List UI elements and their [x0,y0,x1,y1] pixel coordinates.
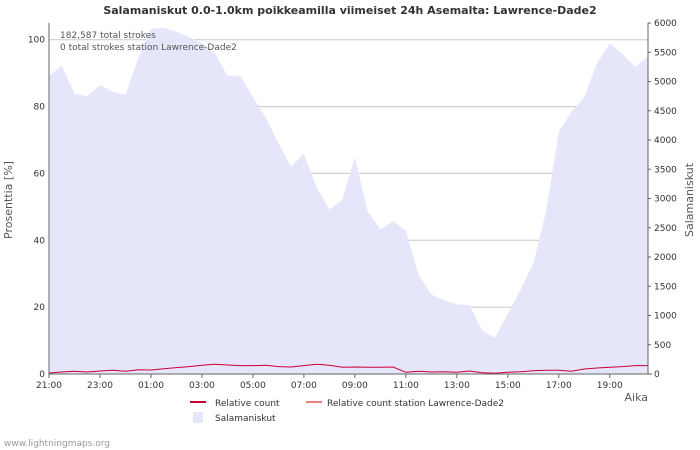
x-tick-11:00: 11:00 [393,381,419,391]
legend: Relative count Relative count station La… [190,399,504,424]
y-right-tick-5000: 5000 [654,78,677,88]
x-tick-19:00: 19:00 [597,381,623,391]
y-left-tick-80: 80 [34,103,46,113]
x-axis-ticks: 21:00 23:00 01:00 03:00 05:00 07:00 09:00 11:00… [36,381,623,391]
left-axis-ticks: 0 20 40 60 80 100 [28,36,45,380]
y-axis-left-label: Prosenttia [%] [2,161,15,239]
y-left-tick-40: 40 [34,236,46,246]
x-axis-label: Aika [625,391,649,404]
x-tick-15:00: 15:00 [495,381,521,391]
y-left-tick-0: 0 [39,370,45,380]
annotation-total-strokes: 182,587 total strokes [60,31,156,41]
chart-title: Salamaniskut 0.0-1.0km poikkeamilla viim… [103,4,596,17]
y-right-tick-6000: 6000 [654,19,677,29]
y-right-tick-4500: 4500 [654,107,677,117]
y-right-tick-3000: 3000 [654,195,677,205]
x-tick-05:00: 05:00 [240,381,266,391]
watermark: www.lightningmaps.org [4,439,110,449]
legend-swatch-salamaniskut [193,412,203,423]
y-right-tick-4000: 4000 [654,136,677,146]
x-tick-13:00: 13:00 [444,381,470,391]
y-right-tick-500: 500 [654,341,671,351]
y-right-tick-1000: 1000 [654,312,677,322]
y-right-tick-0: 0 [654,370,660,380]
y-right-tick-1500: 1500 [654,282,677,292]
legend-label-salamaniskut: Salamaniskut [215,414,276,424]
x-tick-07:00: 07:00 [291,381,317,391]
x-tick-23:00: 23:00 [87,381,113,391]
x-tick-03:00: 03:00 [189,381,215,391]
relative-count-line [48,363,648,374]
strokes-area [49,27,648,374]
x-tick-09:00: 09:00 [342,381,368,391]
strokes-area-layer [49,27,648,374]
right-axis-ticks: 0 500 1000 1500 2000 2500 3000 3500 4000 4500 5000… [654,19,677,380]
y-left-tick-100: 100 [28,36,45,46]
x-tick-17:00: 17:00 [546,381,572,391]
y-right-tick-2500: 2500 [654,224,677,234]
x-tick-21:00: 21:00 [36,381,62,391]
annotation-station-strokes: 0 total strokes station Lawrence-Dade2 [60,43,237,53]
y-left-tick-60: 60 [34,169,46,179]
legend-label-relative-count-station: Relative count station Lawrence-Dade2 [327,399,504,409]
y-right-tick-5500: 5500 [654,48,677,58]
x-tick-01:00: 01:00 [138,381,164,391]
y-right-tick-2000: 2000 [654,253,677,263]
legend-label-relative-count: Relative count [215,399,280,409]
y-left-tick-20: 20 [34,303,46,313]
axes [48,22,652,378]
y-right-tick-3500: 3500 [654,165,677,175]
relative-count-layer [48,363,648,374]
y-axis-right-label: Salamaniskut [683,162,696,237]
